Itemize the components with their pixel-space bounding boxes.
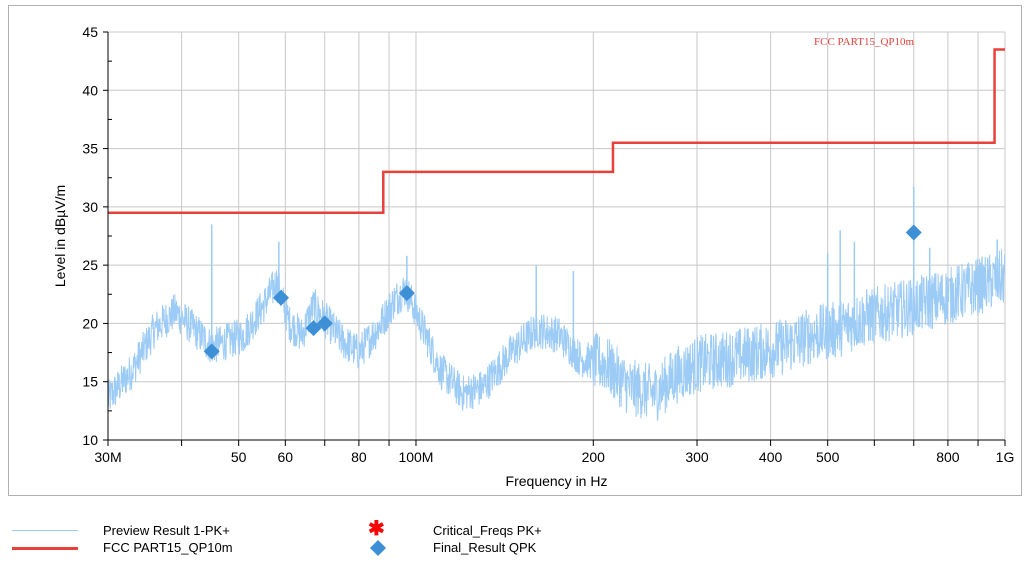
x-tick-label: 60: [278, 449, 294, 465]
legend-line-limit: [12, 547, 78, 550]
grid: [107, 31, 1006, 441]
x-tick-label: 300: [685, 449, 709, 465]
legend-item-limit: FCC PART15_QP10m: [8, 539, 308, 557]
y-tick-label: 25: [82, 257, 98, 273]
final-result-markers: [203, 224, 922, 360]
x-tick-label: 80: [351, 449, 367, 465]
y-tick-label: 45: [82, 24, 98, 40]
y-tick-label: 20: [82, 315, 98, 331]
preview-series: [107, 187, 1006, 421]
y-tick-label: 40: [82, 82, 98, 98]
limit-line: [108, 48, 1005, 214]
x-tick-label: 800: [936, 449, 960, 465]
legend-item-preview: Preview Result 1-PK+: [8, 522, 308, 540]
legend-item-critical: ✱ Critical_Freqs PK+: [360, 518, 660, 540]
legend-label-final: Final_Result QPK: [433, 540, 537, 555]
asterisk-icon: ✱: [368, 518, 385, 540]
y-tick-label: 35: [82, 141, 98, 157]
final-result-point: [905, 224, 922, 241]
y-tick-label: 15: [82, 374, 98, 390]
emission-chart: 10 15 20 25 30 35 40 45 30M 50 60 80 100M 200 300 400 50…: [52, 24, 1014, 489]
final-result-point: [203, 343, 220, 360]
x-tick-label: 30M: [94, 449, 121, 465]
legend-line-preview: [12, 530, 78, 531]
y-axis-label: Level in dBµV/m: [52, 185, 68, 287]
x-tick-label: 50: [231, 449, 247, 465]
chart-frame: 10 15 20 25 30 35 40 45 30M 50 60 80 100M 200 300 400 50…: [8, 5, 1022, 496]
x-axis-label: Frequency in Hz: [506, 473, 608, 489]
limit-line-group: [108, 48, 1005, 214]
limit-line-annotation: FCC PART15_QP10m: [814, 36, 915, 48]
x-tick-label: 200: [582, 449, 606, 465]
preview-trace: [107, 249, 1006, 421]
final-result-point: [273, 289, 290, 306]
y-tick-label: 10: [82, 432, 98, 448]
legend-label-preview: Preview Result 1-PK+: [103, 523, 230, 538]
x-tick-label: 400: [759, 449, 783, 465]
x-tick-label: 100M: [398, 449, 433, 465]
final-result-point: [316, 315, 333, 332]
diamond-icon: [370, 540, 386, 556]
x-tick-label: 500: [816, 449, 840, 465]
y-tick-label: 30: [82, 199, 98, 215]
final-result-point: [398, 285, 415, 302]
legend-label-limit: FCC PART15_QP10m: [103, 540, 233, 555]
legend-item-final: Final_Result QPK: [360, 539, 660, 557]
x-tick-label: 1G: [996, 449, 1015, 465]
legend-label-critical: Critical_Freqs PK+: [433, 523, 542, 538]
axes: 10 15 20 25 30 35 40 45 30M 50 60 80 100M 200 300 400 50…: [82, 24, 1014, 465]
